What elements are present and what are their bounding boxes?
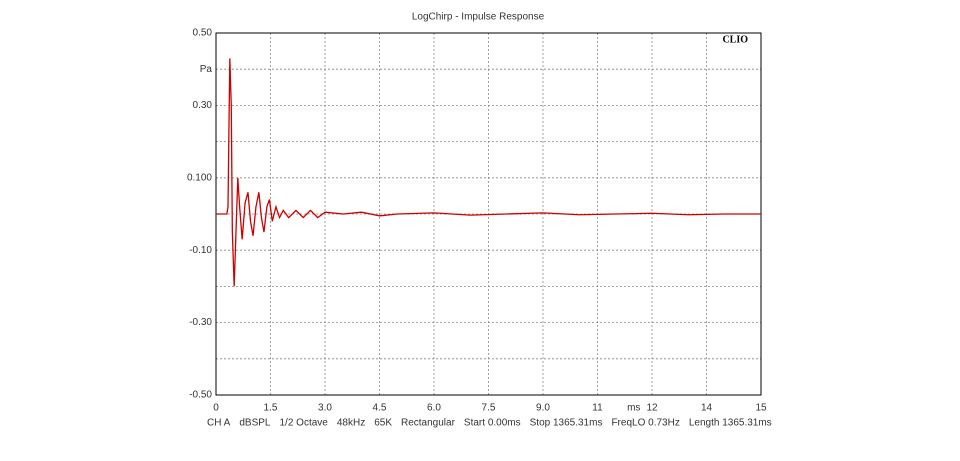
footer-text: 48kHz [337, 418, 365, 429]
x-tick-label: 3.0 [318, 403, 332, 414]
x-tick-label: 11 [592, 403, 603, 414]
footer-text: Stop 1365.31ms [530, 418, 603, 429]
x-tick-label: 12 [646, 403, 658, 414]
y-tick-label: 0.50 [193, 28, 213, 39]
x-tick-label: 9.0 [536, 403, 550, 414]
footer-text: 65K [374, 418, 392, 429]
x-tick-label: 15 [755, 403, 767, 414]
y-tick-label: -0.10 [189, 245, 212, 256]
x-tick-label: 0 [213, 403, 219, 414]
y-tick-label: 0.30 [193, 100, 213, 111]
footer-text: FreqLO 0.73Hz [611, 418, 679, 429]
footer-text: CH A [207, 418, 231, 429]
y-tick-label: -0.30 [189, 317, 212, 328]
footer-text: Start 0.00ms [464, 418, 521, 429]
y-tick-label: -0.50 [189, 390, 212, 401]
footer-text: Length 1365.31ms [689, 418, 772, 429]
x-tick-label: 1.5 [264, 403, 278, 414]
chart-title: LogChirp - Impulse Response [412, 12, 545, 23]
data-line [216, 58, 761, 287]
footer-text: 1/2 Octave [279, 418, 328, 429]
x-tick-label: 7.5 [482, 403, 496, 414]
x-tick-label: 14 [701, 403, 713, 414]
x-tick-label: 4.5 [373, 403, 387, 414]
y-tick-label: 0.100 [187, 172, 212, 183]
brand: CLIO [722, 34, 748, 45]
x-tick-label: 6.0 [427, 403, 441, 414]
footer-text: Rectangular [401, 418, 456, 429]
y-axis-label: Pa [200, 64, 213, 75]
x-axis-label: ms [627, 403, 640, 414]
footer-text: dBSPL [239, 418, 271, 429]
